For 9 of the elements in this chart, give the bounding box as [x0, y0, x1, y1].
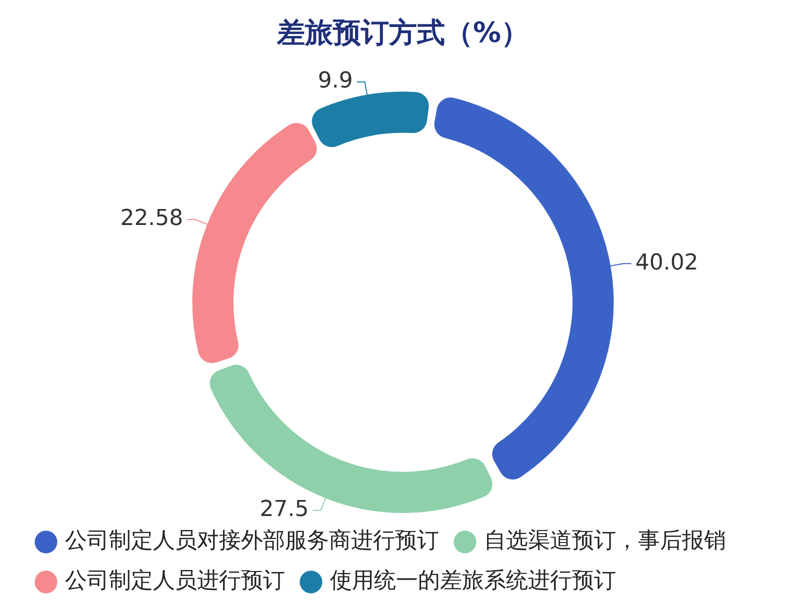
data-label: 9.9: [318, 68, 353, 94]
chart-title: 差旅预订方式（%）: [276, 16, 530, 50]
data-label: 27.5: [260, 497, 309, 522]
legend-label: 使用统一的差旅系统进行预订: [330, 568, 616, 594]
legend-label: 公司制定人员进行预订: [65, 568, 285, 594]
data-label: 22.58: [120, 206, 184, 232]
data-label: 40.02: [635, 250, 698, 276]
legend-label: 公司制定人员对接外部服务商进行预订: [65, 528, 439, 554]
legend-label: 自选渠道预订，事后报销: [484, 528, 726, 554]
